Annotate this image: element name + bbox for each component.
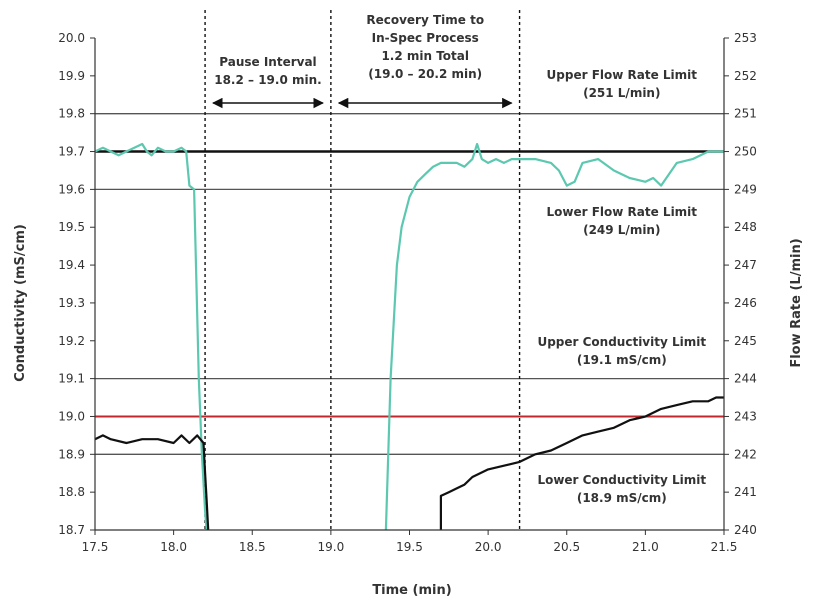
series-line-1 [384,142,724,531]
y-tick-label: 19.6 [58,182,85,196]
y2-axis-title: Flow Rate (L/min) [789,238,804,367]
annotation-lower-flow: Lower Flow Rate Limit (249 L/min) [547,205,698,237]
x-tick-label: 18.5 [239,540,266,554]
x-tick-label: 18.0 [160,540,187,554]
series-line-3 [439,396,724,530]
series-line-2 [94,434,210,531]
y-tick-label: 19.0 [58,409,85,423]
y-tick-label: 19.9 [58,69,85,83]
y2-tick-label: 253 [734,31,757,45]
y-tick-label: 19.4 [58,258,85,272]
annotation-lower-cond: Lower Conductivity Limit (18.9 mS/cm) [537,473,706,505]
y2-tick-label: 242 [734,447,757,461]
y2-tick-label: 247 [734,258,757,272]
y2-tick-label: 249 [734,182,757,196]
y2-tick-label: 250 [734,145,757,159]
y-tick-label: 20.0 [58,31,85,45]
annotation-upper-flow: Upper Flow Rate Limit (251 L/min) [547,68,698,100]
annotation-pause: Pause Interval 18.2 – 19.0 min. [214,55,321,87]
y2-tick-label: 246 [734,296,757,310]
y-tick-label: 19.8 [58,107,85,121]
limit-lines [95,113,724,455]
y-tick-label: 18.8 [58,485,85,499]
y2-tick-label: 240 [734,523,757,537]
series-lines [94,142,724,531]
x-tick-label: 17.5 [82,540,109,554]
y-tick-label: 19.5 [58,220,85,234]
axes: 18.7 18.8 18.9 19.0 19.1 19.2 19.3 19.4 19.5 19.6… [58,31,757,554]
x-tick-label: 19.5 [396,540,423,554]
x-tick-label: 21.5 [711,540,738,554]
y-tick-label: 19.7 [58,145,85,159]
series-line-0 [94,142,208,531]
annotation-upper-cond: Upper Conductivity Limit (19.1 mS/cm) [537,335,706,367]
x-tick-label: 19.0 [318,540,345,554]
annotations: Pause Interval 18.2 – 19.0 min. Recovery T… [214,13,706,505]
y2-tick-label: 244 [734,372,757,386]
y2-tick-label: 243 [734,409,757,423]
y-tick-label: 18.7 [58,523,85,537]
x-tick-label: 20.0 [475,540,502,554]
x-tick-label: 21.0 [632,540,659,554]
y-tick-label: 18.9 [58,447,85,461]
y-tick-label: 19.1 [58,372,85,386]
y-tick-label: 19.3 [58,296,85,310]
y-tick-label: 19.2 [58,334,85,348]
x-tick-label: 20.5 [553,540,580,554]
annotation-recovery: Recovery Time to In-Spec Process 1.2 min T… [366,13,484,81]
y2-tick-label: 241 [734,485,757,499]
interval-markers [204,10,521,530]
y2-tick-label: 251 [734,107,757,121]
y2-tick-label: 245 [734,334,757,348]
x-axis-title: Time (min) [372,583,451,598]
y2-tick-label: 248 [734,220,757,234]
y2-tick-label: 252 [734,69,757,83]
y-axis-title: Conductivity (mS/cm) [13,224,28,382]
